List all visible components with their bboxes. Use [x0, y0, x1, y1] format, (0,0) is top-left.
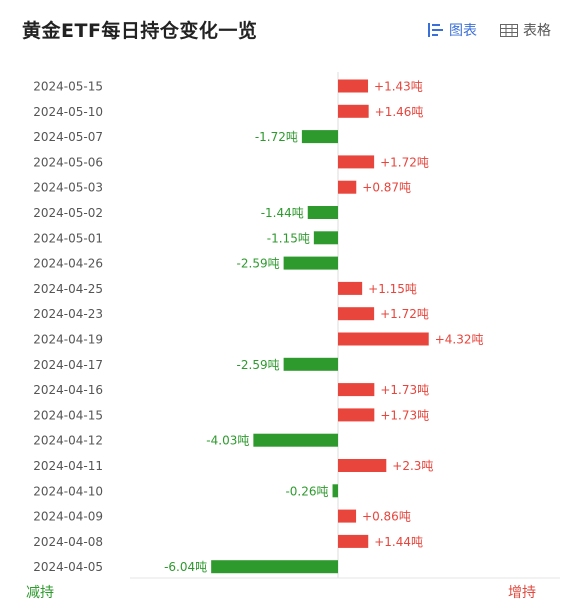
y-tick-label: 2024-04-10 [33, 484, 103, 498]
bar [301, 130, 338, 144]
y-tick-label: 2024-05-03 [33, 181, 103, 195]
data-label: +1.46吨 [375, 105, 424, 119]
data-label: +1.73吨 [380, 408, 429, 422]
data-label: -2.59吨 [237, 257, 280, 271]
data-label: +1.15吨 [368, 282, 417, 296]
y-tick-label: 2024-04-15 [33, 408, 103, 422]
bar [283, 256, 338, 270]
chart-view-label: 图表 [449, 23, 477, 39]
chart-view-tab[interactable]: 图表 [428, 20, 477, 40]
bar [338, 307, 375, 321]
bar [338, 459, 387, 472]
bar [338, 332, 429, 346]
data-label: -6.04吨 [164, 560, 207, 574]
bar [332, 484, 338, 498]
bar [253, 433, 338, 447]
data-label: -1.44吨 [261, 206, 304, 220]
y-tick-label: 2024-04-25 [33, 282, 103, 296]
data-label: -1.72吨 [255, 130, 298, 144]
increase-legend-label: 增持 [508, 585, 536, 601]
data-label: +1.43吨 [374, 80, 423, 94]
data-label: +1.72吨 [380, 307, 429, 321]
bar-chart-icon [428, 23, 443, 37]
y-tick-label: 2024-05-15 [33, 80, 103, 94]
bar [283, 357, 338, 371]
y-tick-label: 2024-04-16 [33, 383, 103, 397]
data-label: +1.44吨 [374, 535, 423, 549]
bar [338, 104, 369, 118]
y-tick-label: 2024-05-02 [33, 206, 103, 220]
bar [338, 155, 375, 169]
data-label: +1.73吨 [380, 383, 429, 397]
decrease-legend-label: 减持 [26, 585, 54, 601]
bar [313, 231, 338, 245]
y-tick-label: 2024-04-05 [33, 560, 103, 574]
y-tick-label: 2024-05-06 [33, 155, 103, 169]
data-label: +4.32吨 [435, 333, 484, 347]
y-tick-label: 2024-05-07 [33, 130, 103, 144]
data-label: -2.59吨 [237, 358, 280, 372]
bar [338, 509, 357, 523]
y-tick-label: 2024-04-23 [33, 307, 103, 321]
bar [338, 180, 357, 194]
bar [338, 281, 363, 295]
bar [338, 408, 375, 422]
bar [307, 206, 338, 219]
data-label: +1.72吨 [380, 155, 429, 169]
bar [338, 534, 369, 548]
holdings-bar-chart: 2024-05-15 +1.43吨 2024-05-10 +1.46吨 2024-05-… [33, 72, 560, 579]
y-tick-label: 2024-04-08 [33, 535, 103, 549]
data-label: -1.15吨 [267, 231, 310, 245]
y-tick-label: 2024-04-19 [33, 333, 103, 347]
y-tick-label: 2024-04-12 [33, 434, 103, 448]
data-label: -4.03吨 [206, 434, 249, 448]
y-tick-label: 2024-04-26 [33, 257, 103, 271]
page-title: 黄金ETF每日持仓变化一览 [22, 20, 258, 42]
table-view-label: 表格 [523, 23, 551, 39]
y-tick-label: 2024-04-09 [33, 510, 103, 524]
data-label: +0.87吨 [362, 181, 411, 195]
data-label: -0.26吨 [285, 484, 328, 498]
bar [211, 560, 338, 574]
y-tick-label: 2024-04-11 [33, 459, 103, 473]
y-tick-label: 2024-05-10 [33, 105, 103, 119]
data-label: +0.86吨 [362, 510, 411, 524]
data-label: +2.3吨 [392, 459, 433, 473]
bar [338, 383, 375, 397]
table-view-tab[interactable]: 表格 [500, 20, 551, 40]
bar [338, 79, 369, 93]
y-tick-label: 2024-04-17 [33, 358, 103, 372]
chart-header: 黄金ETF每日持仓变化一览 图表 表格 [0, 0, 580, 60]
y-tick-label: 2024-05-01 [33, 231, 103, 245]
table-icon [500, 23, 518, 37]
